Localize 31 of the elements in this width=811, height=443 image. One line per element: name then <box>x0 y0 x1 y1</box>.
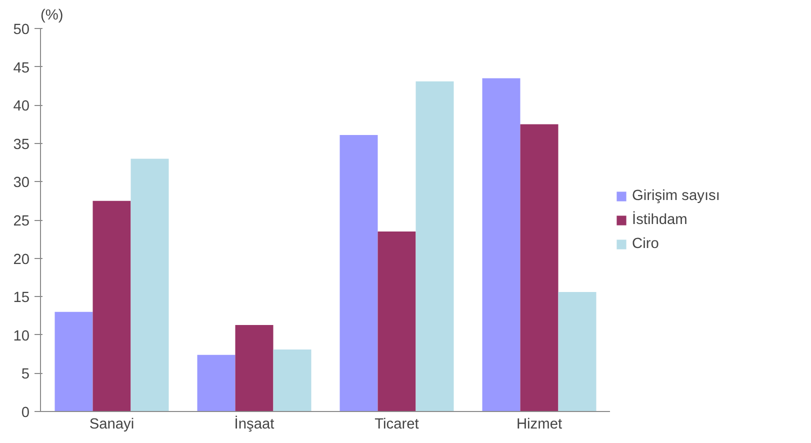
x-tick-label: Hizmet <box>516 416 562 432</box>
bar <box>482 78 520 412</box>
y-tick-label: 40 <box>13 98 30 115</box>
bar <box>273 349 312 412</box>
bar <box>92 200 131 412</box>
bar <box>340 134 378 412</box>
y-tick-label: 35 <box>13 136 30 153</box>
y-tick-label: 45 <box>13 60 30 76</box>
y-tick-label: 20 <box>13 252 30 268</box>
bar <box>197 354 236 412</box>
bar <box>235 324 274 412</box>
bar <box>378 231 416 412</box>
y-tick-label: 5 <box>21 366 30 383</box>
bar <box>54 312 93 412</box>
y-tick-label: 25 <box>13 214 30 230</box>
y-tick-label: 15 <box>13 290 30 306</box>
legend-label: Girişim sayısı <box>632 188 720 204</box>
legend-label: İstihdam <box>632 212 688 228</box>
x-tick-label: Sanayi <box>89 416 134 432</box>
y-tick-label: 50 <box>13 22 30 38</box>
legend-label: Ciro <box>632 236 659 252</box>
bar <box>130 158 169 412</box>
y-tick-label: 0 <box>21 405 30 421</box>
x-tick-label: Ticaret <box>374 416 419 432</box>
bar <box>416 81 454 412</box>
bar <box>558 292 596 412</box>
x-tick-label: İnşaat <box>234 416 274 432</box>
bar <box>520 124 558 412</box>
y-axis-title: (%) <box>40 8 64 24</box>
y-tick-label: 10 <box>13 328 30 344</box>
y-tick-label: 30 <box>13 175 30 192</box>
